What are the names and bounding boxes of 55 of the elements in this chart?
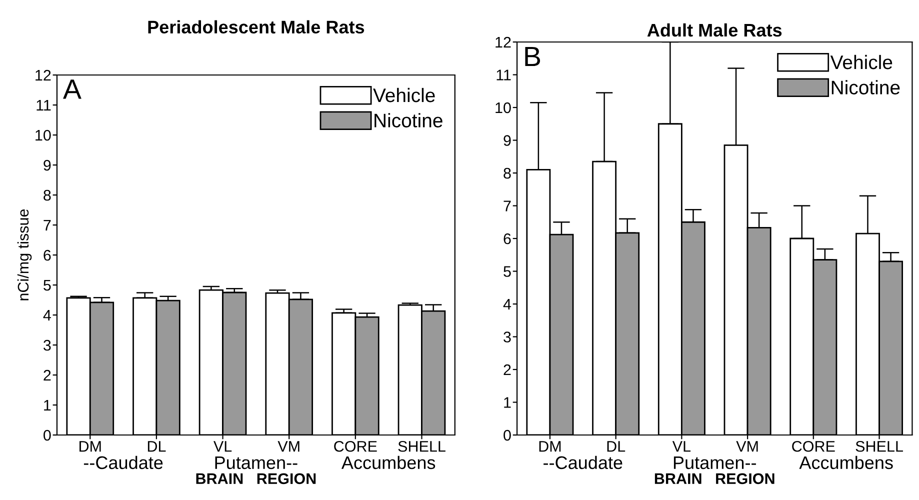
y-tick-label: 8	[504, 168, 511, 179]
x-tick-label: DL	[148, 441, 166, 452]
y-tick-label: 9	[44, 160, 51, 171]
legend-label: Vehicle	[830, 54, 892, 70]
y-tick-label: 6	[504, 233, 511, 244]
text: Accumbens	[341, 456, 436, 470]
legend-label: Nicotine	[832, 80, 900, 94]
text: --Caudate	[544, 456, 622, 470]
text: Putamen--	[674, 456, 756, 470]
y-tick-label: 0	[44, 430, 51, 441]
legend-label: Nicotine	[374, 113, 442, 128]
y-tick-label: 10	[36, 130, 51, 141]
y-tick-label: 7	[44, 220, 51, 231]
x-axis-title: BRAIN REGION	[196, 473, 316, 484]
y-tick-label: 12	[496, 36, 511, 48]
x-axis-title: BRAIN REGION	[654, 473, 774, 484]
y-tick-label: 2	[504, 364, 511, 376]
x-tick-label: SHELL	[856, 440, 903, 452]
y-tick-label: 11	[36, 100, 51, 111]
y-tick-label: 3	[44, 340, 51, 351]
x-tick-label: DM	[80, 441, 101, 452]
x-tick-label: VL	[214, 441, 232, 452]
y-tick-label: 1	[504, 397, 511, 408]
chart-title: Periadolescent Male Rats	[148, 20, 364, 34]
annotation: A	[63, 80, 82, 99]
y-tick-label: 12	[36, 70, 51, 81]
y-tick-label: 1	[44, 400, 51, 411]
y-tick-label: 11	[496, 70, 511, 80]
y-tick-label: 6	[44, 250, 51, 261]
y-tick-label: 2	[44, 370, 51, 381]
y-tick-label: 3	[504, 332, 511, 342]
legend-label: Vehicle	[373, 88, 435, 102]
y-tick-label: 4	[503, 299, 512, 310]
x-tick-label: DL	[607, 441, 626, 452]
y-tick-label: 9	[504, 135, 511, 146]
y-axis-title: nCi/mg tissue	[17, 209, 32, 300]
x-tick-label: DM	[539, 441, 561, 452]
text: --Caudate	[84, 456, 163, 470]
x-tick-label: VL	[672, 441, 691, 452]
chart-title: Adult Male Rats	[647, 23, 782, 37]
y-tick-label: 8	[44, 190, 51, 201]
x-tick-label: VM	[278, 441, 300, 452]
text: Putamen--	[215, 456, 298, 470]
x-tick-label: SHELL	[398, 440, 446, 452]
y-tick-label: 0	[504, 430, 511, 441]
text: Accumbens	[799, 456, 893, 470]
x-tick-label: CORE	[334, 440, 377, 452]
x-tick-label: CORE	[792, 440, 835, 452]
y-tick-label: 7	[504, 200, 511, 212]
y-tick-label: 5	[44, 280, 51, 291]
y-tick-label: 4	[43, 310, 51, 321]
y-tick-label: 10	[496, 102, 511, 114]
y-tick-label: 5	[504, 266, 511, 277]
x-tick-label: VM	[736, 441, 758, 452]
annotation: B	[525, 46, 540, 66]
